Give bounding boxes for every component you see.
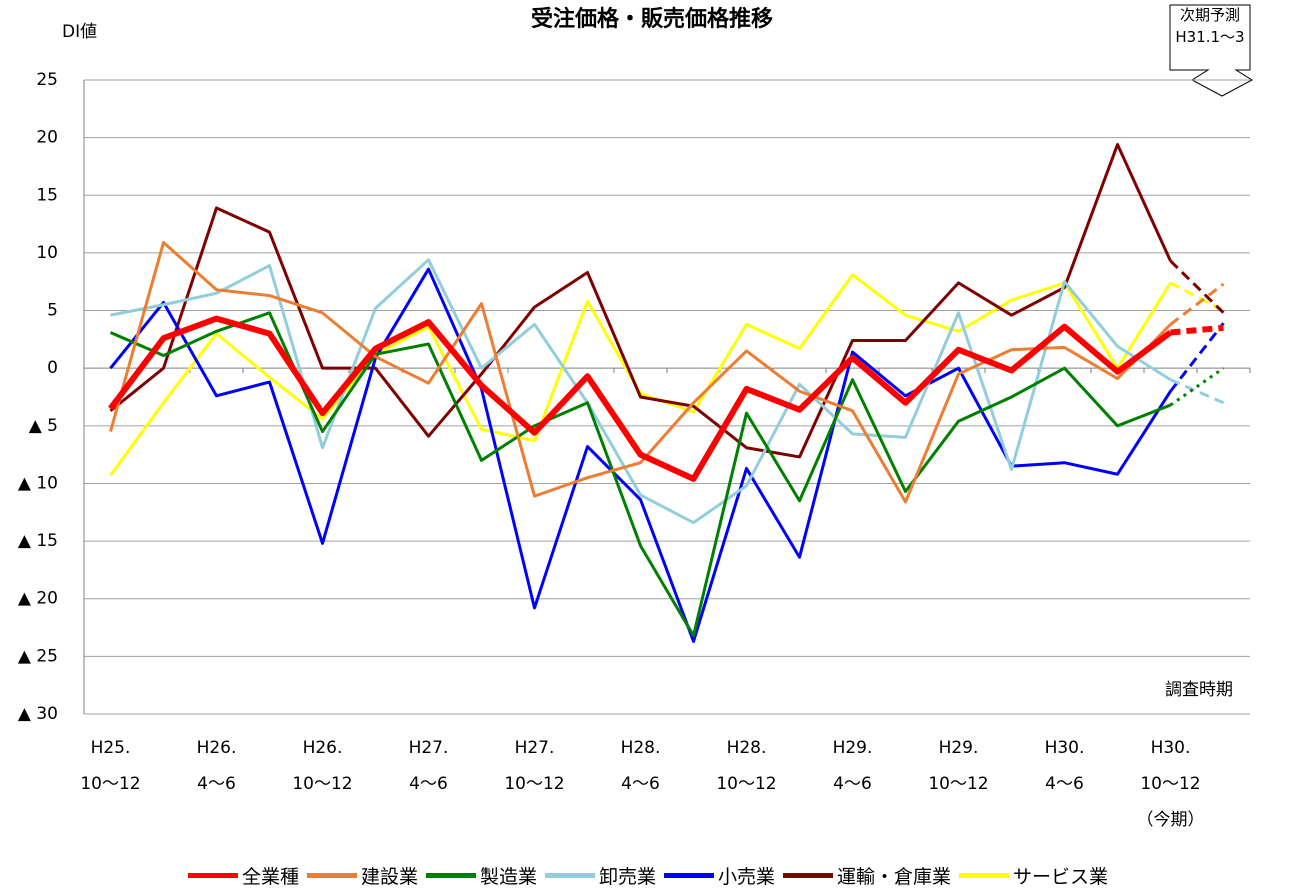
- forecast-line: [1169, 378, 1225, 405]
- series-line: [109, 241, 1172, 504]
- x-tick-label: H25. 10〜12: [80, 738, 141, 794]
- y-tick-label: 10: [36, 243, 58, 263]
- forecast-line: [1170, 324, 1224, 336]
- legend-item: 建設業: [306, 862, 418, 889]
- forecast-line: [1169, 259, 1225, 314]
- legend-item: 製造業: [425, 862, 537, 889]
- legend-swatch: [425, 873, 476, 878]
- chart-title: 受注価格・販売価格推移: [531, 6, 773, 32]
- x-tick-label: H29. 10〜12: [928, 738, 989, 794]
- legend-label: 小売業: [718, 866, 776, 888]
- chart: 受注価格・販売価格推移 DI値 調査時期 ▲ 30 ▲ 25 ▲ 20 ▲ 15 ▲ 1…: [18, 4, 1253, 724]
- x-tick-label: H30. 10〜12 （今期）: [1136, 738, 1205, 830]
- legend-label: 卸売業: [598, 866, 656, 888]
- y-tick-label: ▲ 20: [18, 589, 58, 609]
- forecast-box: [1169, 4, 1253, 97]
- legend-item: 小売業: [664, 862, 775, 889]
- y-tick-label: 25: [36, 70, 58, 90]
- series-line: [108, 315, 1173, 482]
- forecast-line: [1169, 366, 1225, 407]
- legend-label: 全業種: [241, 866, 299, 888]
- series-line: [109, 273, 1172, 477]
- series-line: [109, 143, 1172, 459]
- legend-item: 卸売業: [544, 862, 656, 889]
- series-line: [110, 258, 1172, 525]
- y-tick-label: 15: [36, 185, 58, 205]
- legend-swatch: [306, 873, 357, 878]
- y-tick-label: ▲ 10: [18, 473, 58, 493]
- y-tick-label: ▲ 5: [29, 416, 58, 436]
- legend: 全業種 建設業 製造業 卸売業 小売業 運輸・倉庫業 サービス業: [0, 862, 1304, 889]
- legend-swatch: [187, 873, 238, 878]
- x-tick-label: H29. 4〜6: [832, 738, 873, 794]
- series-line: [109, 267, 1172, 643]
- forecast-line: [1169, 281, 1225, 312]
- y-tick-label: 0: [47, 358, 58, 378]
- forecast-label: 次期予測 H31.1〜3: [1175, 6, 1245, 46]
- x-tick-label: H26. 4〜6: [196, 738, 237, 794]
- forecast-line: [1169, 282, 1225, 326]
- legend-label: 製造業: [479, 866, 537, 888]
- x-tick-label: H27. 4〜6: [408, 738, 449, 794]
- legend-swatch: [544, 873, 595, 878]
- legend-item: 全業種: [187, 862, 299, 889]
- y-tick-label: ▲ 30: [18, 704, 58, 724]
- y-tick-label: ▲ 25: [18, 646, 58, 666]
- x-tick-label: H28. 4〜6: [620, 738, 661, 794]
- y-tick-label: 5: [47, 301, 58, 321]
- y-tick-label: ▲ 15: [18, 531, 58, 551]
- x-tick-label: H26. 10〜12: [292, 738, 353, 794]
- y-axis-label: DI値: [62, 22, 97, 42]
- legend-swatch: [664, 873, 714, 878]
- legend-item: 運輸・倉庫業: [783, 862, 951, 889]
- x-tick-label: H28. 10〜12: [716, 738, 777, 794]
- x-tick-label: H30. 4〜6: [1044, 738, 1085, 794]
- legend-swatch: [783, 873, 834, 878]
- legend-label: サービス業: [1013, 866, 1109, 888]
- x-axis-label: 調査時期: [1165, 680, 1233, 700]
- legend-swatch: [959, 873, 1010, 878]
- legend-item: サービス業: [959, 862, 1108, 889]
- y-tick-label: 20: [36, 128, 58, 148]
- forecast-line: [1169, 322, 1225, 393]
- legend-label: 運輸・倉庫業: [837, 866, 952, 888]
- legend-label: 建設業: [360, 866, 418, 888]
- x-tick-label: H27. 10〜12: [504, 738, 565, 794]
- series-line: [109, 311, 1172, 638]
